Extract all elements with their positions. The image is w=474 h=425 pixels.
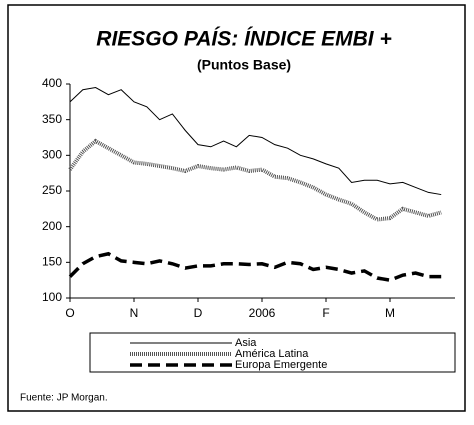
y-tick-label: 300 <box>42 148 62 162</box>
y-tick-label: 200 <box>42 219 62 233</box>
source: Fuente: JP Morgan. <box>20 393 108 404</box>
y-tick-label: 250 <box>42 183 62 197</box>
chart-title: RIESGO PAÍS: ÍNDICE EMBI + <box>96 28 391 51</box>
x-tick-label: D <box>194 306 203 320</box>
legend-label: América Latina <box>235 348 309 360</box>
x-tick-label: M <box>385 306 395 320</box>
series-line <box>69 87 442 196</box>
frame <box>7 4 466 412</box>
series-line <box>68 138 442 222</box>
x-tick-label: F <box>322 306 329 320</box>
legend-label: Asia <box>235 337 257 349</box>
y-tick-label: 150 <box>42 255 62 269</box>
chart-subtitle: (Puntos Base) <box>197 57 291 73</box>
x-tick-label: O <box>65 306 74 320</box>
x-tick-label: N <box>130 306 139 320</box>
y-tick-label: 100 <box>42 290 62 304</box>
legend-label: Europa Emergente <box>235 359 327 371</box>
y-tick-label: 400 <box>42 76 62 90</box>
x-tick-label: 2006 <box>249 306 276 320</box>
series-line <box>68 251 442 282</box>
legend <box>89 332 456 373</box>
y-tick-label: 350 <box>42 112 62 126</box>
